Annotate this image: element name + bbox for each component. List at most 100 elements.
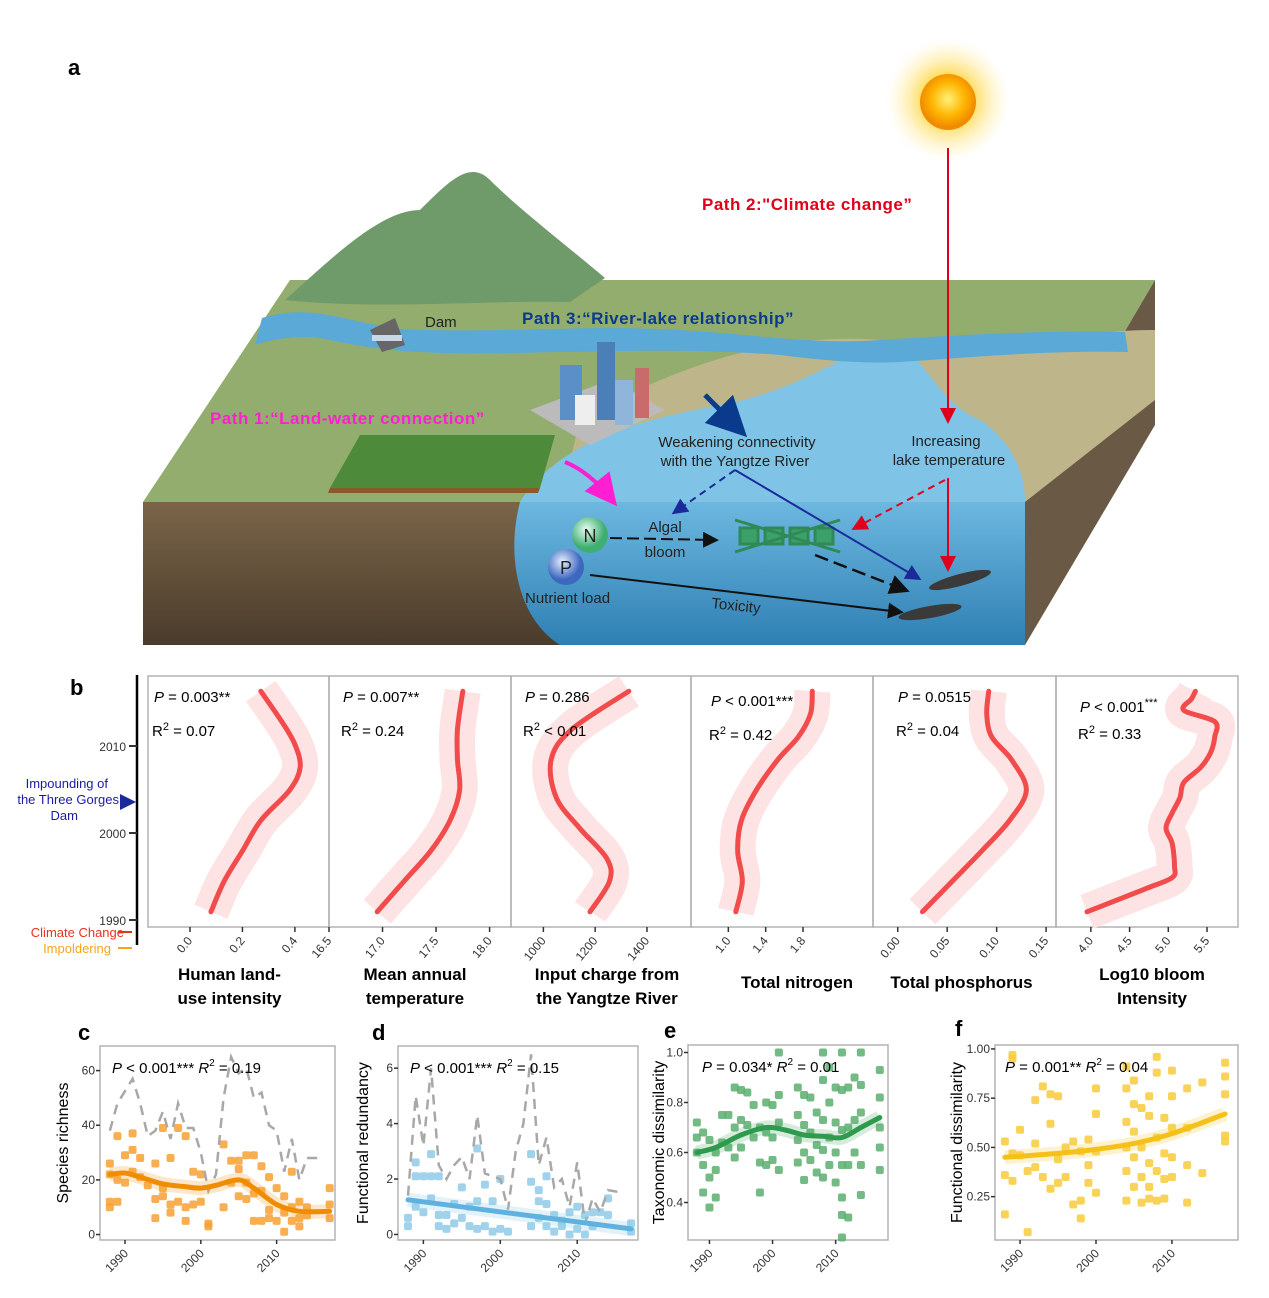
x-tick-label: 0.10 [976, 934, 1002, 961]
increasing-label-1: Increasing [911, 433, 980, 450]
data-point [404, 1222, 412, 1231]
r2-text: = 0.04 [913, 723, 959, 740]
data-point [736, 1116, 745, 1124]
x-axis-title: Human land- [178, 965, 281, 984]
data-point [588, 1208, 597, 1217]
data-point [227, 1156, 236, 1165]
r-symbol: R [152, 723, 163, 740]
x-tick-label: 4.5 [1113, 934, 1135, 956]
data-point [837, 1086, 846, 1094]
three-gorges-event-label: Impounding of [26, 776, 109, 791]
data-point [1183, 1084, 1192, 1093]
fit-line [694, 1115, 883, 1155]
data-point [1023, 1167, 1032, 1176]
panel-f-chart: f 1990 2000 2010 0.25 0.50 0.75 1.00Functional … [949, 1016, 1239, 1275]
r-symbol: R [1078, 726, 1089, 743]
maximum-dashed-line [406, 1054, 624, 1224]
p-stars: *** [1145, 697, 1159, 709]
data-point [705, 1203, 714, 1212]
x-tick-label: 2000 [750, 1246, 779, 1275]
data-point [121, 1178, 130, 1187]
data-point [1023, 1228, 1032, 1237]
panel-c-chart: c 1990 2000 2010 0 20 40 60 Species richness P < … [55, 1020, 336, 1275]
data-point [1183, 1161, 1192, 1170]
y-tick-label: 0.4 [666, 1196, 683, 1210]
connectivity-to-nutrient-arrow [671, 469, 736, 515]
three-gorges-event-label: Dam [51, 808, 78, 823]
data-point [699, 1128, 708, 1137]
dam-icon [370, 318, 405, 352]
dam-label: Dam [425, 314, 457, 331]
r-symbol: R [198, 1060, 209, 1077]
data-point [1061, 1143, 1070, 1152]
p-text: = 0.001** [1015, 1059, 1085, 1076]
data-point [812, 1168, 821, 1177]
data-point [837, 1048, 846, 1057]
data-point [189, 1200, 198, 1209]
data-point [844, 1123, 853, 1132]
data-point [1152, 1052, 1161, 1061]
data-point [234, 1164, 243, 1173]
data-point [755, 1158, 764, 1167]
data-point [1000, 1210, 1009, 1219]
phosphorus-icon [548, 549, 584, 585]
data-point [736, 1143, 745, 1152]
r-symbol: R [341, 723, 352, 740]
data-point [1122, 1062, 1131, 1071]
data-point [189, 1167, 198, 1176]
r2-value: R2 = 0.24 [341, 721, 404, 740]
toxicity-arrow [589, 574, 904, 619]
data-point [1031, 1139, 1040, 1148]
data-point [434, 1211, 443, 1220]
x-tick-label: 1990 [401, 1246, 430, 1275]
path3-label: Path 3:“River-lake relationship” [522, 309, 794, 328]
data-point [234, 1192, 243, 1201]
confidence-band [1004, 1107, 1228, 1165]
data-point [534, 1197, 543, 1206]
data-point [711, 1193, 720, 1202]
data-point [837, 1126, 846, 1134]
data-point [1054, 1178, 1063, 1187]
data-point [774, 1091, 783, 1099]
data-point [837, 1233, 846, 1242]
x-tick-label: 1990 [102, 1246, 131, 1275]
data-point [295, 1222, 304, 1231]
y-tick-label: 1.00 [967, 1042, 991, 1056]
data-point [442, 1211, 451, 1220]
data-point [411, 1202, 420, 1211]
data-point [1122, 1117, 1131, 1126]
plot-frame [99, 1045, 336, 1241]
data-point [774, 1118, 783, 1127]
r-superscript: 2 [352, 721, 358, 733]
data-point [1221, 1090, 1230, 1099]
fit-line [107, 1170, 333, 1215]
data-point [234, 1156, 243, 1165]
y-tick-label: 6 [386, 1061, 393, 1075]
data-point [699, 1188, 708, 1197]
data-point [325, 1214, 334, 1223]
nitrogen-label: N [584, 526, 597, 546]
data-point [181, 1132, 190, 1141]
data-point [768, 1133, 777, 1142]
data-point [825, 1063, 834, 1072]
x-tick-label: 0.4 [279, 934, 301, 956]
r-symbol: R [896, 723, 907, 740]
plot-frame [994, 1044, 1239, 1241]
data-point [1145, 1182, 1154, 1191]
p-value: P < 0.001*** [1080, 697, 1158, 716]
data-point [730, 1153, 739, 1162]
x-axis-title: Input charge from [535, 965, 680, 984]
r2-text: = 0.42 [726, 727, 772, 744]
data-point [325, 1200, 334, 1209]
data-point [1160, 1174, 1169, 1183]
data-point [105, 1159, 114, 1168]
y-tick-label: 60 [82, 1064, 96, 1078]
data-point [819, 1146, 828, 1154]
data-point [1038, 1082, 1047, 1091]
data-point [831, 1148, 840, 1157]
data-point [1091, 1188, 1100, 1197]
